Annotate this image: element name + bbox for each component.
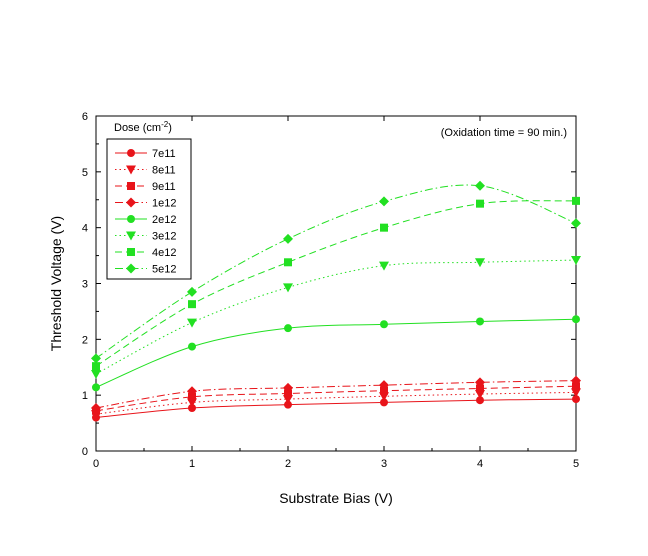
legend-entry: 7e11: [115, 148, 176, 160]
data-point: [571, 375, 581, 386]
legend-swatch-marker: [127, 182, 135, 190]
data-point: [284, 389, 292, 398]
data-point: [476, 199, 484, 208]
series-line: [95, 259, 577, 375]
legend-swatch-marker: [126, 263, 136, 274]
series-3e12: [91, 256, 581, 379]
y-tick-label: 3: [82, 279, 88, 291]
legend: Dose (cm-2) 7e11 8e11 9e11 1e12 2e12 3e12 4e12 5…: [106, 120, 192, 280]
legend-entry: 1e12: [115, 197, 176, 210]
data-point: [187, 386, 197, 397]
x-tick-label: 3: [381, 458, 387, 470]
legend-swatch-marker: [126, 165, 136, 175]
legend-swatch-marker: [126, 197, 136, 208]
data-point: [283, 382, 293, 393]
legend-label: 7e11: [152, 148, 176, 160]
data-point: [571, 218, 581, 229]
legend-label: 1e12: [152, 198, 176, 210]
data-point: [571, 388, 581, 398]
legend-label: 3e12: [152, 231, 176, 243]
series-line: [95, 184, 577, 359]
legend-label: 9e11: [152, 181, 176, 193]
legend-entry: 3e12: [115, 231, 176, 243]
legend-label: 8e11: [152, 165, 176, 177]
data-point: [476, 317, 484, 326]
series-4e12: [92, 196, 580, 371]
data-point: [284, 324, 292, 333]
legend-entry: 5e12: [115, 263, 176, 276]
legend-label: 2e12: [152, 214, 176, 226]
data-point: [284, 258, 292, 267]
series-line: [95, 318, 577, 388]
legend-title: Dose (cm-2): [114, 120, 172, 134]
legend-swatch-marker: [127, 248, 135, 256]
x-tick-label: 1: [189, 458, 195, 470]
y-tick-label: 4: [82, 223, 88, 235]
data-point: [380, 223, 388, 232]
legend-entry: 2e12: [115, 214, 176, 226]
data-point: [187, 318, 197, 328]
x-tick-label: 0: [93, 458, 99, 470]
data-point: [92, 383, 100, 392]
data-point: [91, 353, 101, 364]
data-point: [284, 400, 292, 409]
data-point: [379, 261, 389, 271]
series-5e12: [91, 180, 581, 364]
series-layer: [91, 180, 581, 422]
annotation: (Oxidation time = 90 min.): [441, 127, 567, 139]
data-point: [187, 286, 197, 297]
series-line: [95, 391, 577, 415]
data-point: [476, 396, 484, 405]
legend-swatch-marker: [126, 231, 136, 241]
series-1e12: [91, 375, 581, 414]
data-point: [379, 380, 389, 391]
data-point: [380, 398, 388, 407]
data-point: [571, 256, 581, 266]
data-point: [572, 315, 580, 324]
y-tick-label: 6: [82, 111, 88, 123]
legend-box: [106, 138, 192, 280]
data-point: [475, 258, 485, 268]
series-7e11: [92, 395, 580, 422]
legend-entry: 9e11: [115, 181, 176, 193]
data-point: [188, 392, 196, 401]
series-line: [95, 385, 577, 412]
legend-label: 4e12: [152, 247, 176, 259]
data-point: [283, 283, 293, 293]
data-point: [380, 320, 388, 329]
data-point: [475, 180, 485, 191]
data-point: [572, 196, 580, 205]
axes: 0 1 2 3 4 5 0 1 2 3 4 5 6: [82, 111, 579, 470]
series-2e12: [92, 315, 580, 392]
legend-swatch-marker: [127, 149, 135, 157]
y-tick-label: 2: [82, 334, 88, 346]
data-point: [380, 386, 388, 395]
data-point: [572, 382, 580, 391]
x-tick-label: 5: [573, 458, 579, 470]
x-tick-label: 2: [285, 458, 291, 470]
legend-swatch-marker: [127, 215, 135, 223]
data-point: [283, 233, 293, 244]
series-line: [95, 398, 577, 418]
data-point: [91, 403, 101, 414]
y-tick-label: 5: [82, 167, 88, 179]
data-point: [188, 300, 196, 309]
legend-entry: 8e11: [115, 165, 176, 177]
x-tick-label: 4: [477, 458, 483, 470]
x-axis-title: Substrate Bias (V): [279, 490, 393, 506]
y-tick-label: 0: [82, 446, 88, 458]
data-point: [379, 196, 389, 207]
legend-entry: 4e12: [115, 247, 176, 259]
data-point: [188, 404, 196, 413]
data-point: [572, 395, 580, 404]
y-tick-label: 1: [82, 390, 88, 402]
data-point: [91, 369, 101, 379]
y-axis-title: Threshold Voltage (V): [48, 216, 64, 351]
data-point: [188, 342, 196, 351]
legend-label: 5e12: [152, 264, 176, 276]
data-point: [92, 362, 100, 371]
data-point: [476, 384, 484, 393]
data-point: [475, 377, 485, 388]
